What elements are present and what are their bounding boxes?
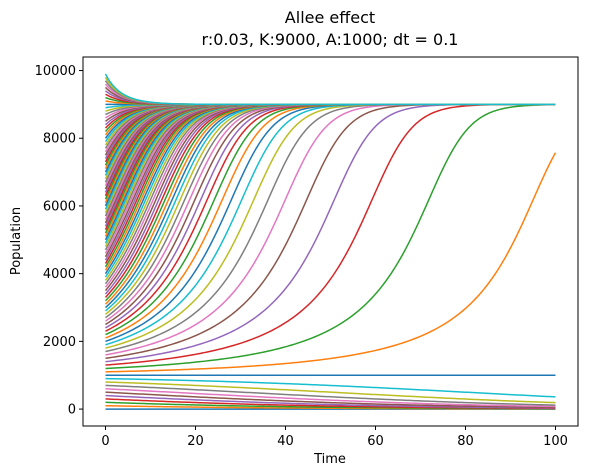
- x-tick-label: 0: [101, 434, 109, 449]
- series-line-n0-500: [105, 391, 556, 409]
- series-line-n0-700: [105, 384, 556, 406]
- series-line-n0-1100: [105, 152, 557, 373]
- y-tick-label: 4000: [43, 267, 76, 282]
- y-tick-label: 6000: [43, 199, 76, 214]
- series-layer: [104, 73, 557, 410]
- y-tick-label: 0: [68, 403, 76, 418]
- series-line-n0-9900: [104, 73, 556, 106]
- y-tick-label: 8000: [43, 132, 76, 147]
- plot-frame: [82, 56, 579, 427]
- y-axis-label: Population: [9, 207, 24, 275]
- x-tick-label: 100: [543, 434, 568, 449]
- x-tick-label: 60: [367, 434, 384, 449]
- series-line-n0-900: [105, 377, 556, 398]
- series-line-n0-1200: [105, 103, 556, 370]
- y-tick-label: 2000: [43, 335, 76, 350]
- y-tick-label: 10000: [35, 64, 76, 79]
- series-line-n0-400: [105, 394, 556, 409]
- y-axis: 0 2000 4000 6000 8000 10000: [35, 64, 83, 418]
- series-line-n0-600: [105, 388, 556, 408]
- x-tick-label: 40: [277, 434, 294, 449]
- series-line-n0-800: [105, 381, 556, 404]
- chart-subtitle: r:0.03, K:9000, A:1000; dt = 0.1: [202, 30, 459, 49]
- x-tick-label: 80: [457, 434, 474, 449]
- x-axis-label: Time: [313, 452, 346, 467]
- x-tick-label: 20: [187, 434, 204, 449]
- x-axis: 0 20 40 60 80 100: [101, 426, 568, 449]
- chart-title: Allee effect: [285, 8, 375, 27]
